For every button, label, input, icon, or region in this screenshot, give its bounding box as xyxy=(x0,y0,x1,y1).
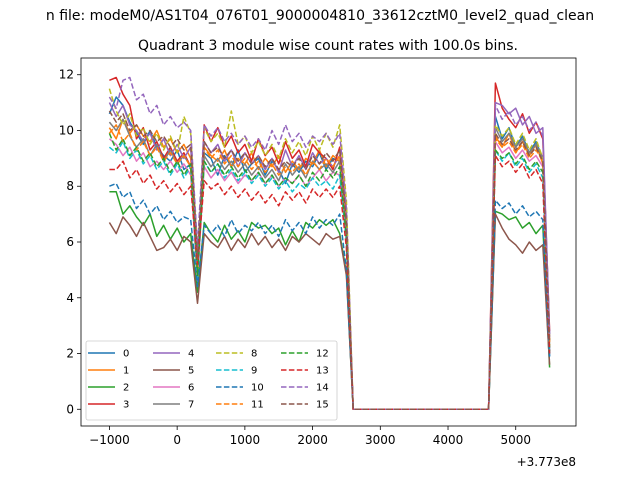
y-tick-label: 0 xyxy=(66,402,74,416)
y-tick-label: 10 xyxy=(59,123,74,137)
series-line-14 xyxy=(108,76,551,411)
series-line-3 xyxy=(109,76,551,411)
legend-label-7: 7 xyxy=(188,400,194,411)
x-tick-label: 5000 xyxy=(500,433,531,447)
x-axis-offset-label: +3.773e8 xyxy=(517,455,576,469)
legend-label-15: 15 xyxy=(316,400,329,411)
legend-label-11: 11 xyxy=(251,400,264,411)
y-tick-label: 8 xyxy=(66,179,74,193)
series-line-11 xyxy=(108,124,551,411)
series-line-12 xyxy=(108,133,551,411)
series-line-5 xyxy=(108,213,551,411)
legend-label-3: 3 xyxy=(123,400,129,411)
y-axis: 0 2 4 6 8 10 12 xyxy=(59,68,81,416)
series-line-8 xyxy=(108,88,551,411)
x-tick-label: −1000 xyxy=(89,433,130,447)
x-tick-label: 3000 xyxy=(365,433,396,447)
figure-suptitle: n file: modeM0/AS1T04_076T01_9000004810_… xyxy=(46,8,594,24)
legend-label-9: 9 xyxy=(251,366,257,377)
legend-label-4: 4 xyxy=(188,349,194,360)
series-line-2 xyxy=(109,191,551,411)
legend-label-6: 6 xyxy=(188,383,194,394)
legend-label-8: 8 xyxy=(251,349,257,360)
legend-label-0: 0 xyxy=(123,349,129,360)
x-axis: −1000 0 1000 2000 3000 4000 5000 xyxy=(89,426,531,447)
legend-label-13: 13 xyxy=(316,366,329,377)
series-layer xyxy=(108,76,551,411)
legend-label-12: 12 xyxy=(316,349,329,360)
series-line-15 xyxy=(108,110,551,411)
chart-title: Quadrant 3 module wise count rates with … xyxy=(138,38,518,54)
legend-box xyxy=(85,340,338,421)
legend-label-14: 14 xyxy=(316,383,329,394)
y-tick-label: 4 xyxy=(66,291,74,305)
series-line-13 xyxy=(109,154,551,411)
y-tick-label: 6 xyxy=(66,235,74,249)
series-line-10 xyxy=(109,182,551,411)
x-tick-label: 0 xyxy=(173,433,181,447)
legend-label-1: 1 xyxy=(123,366,129,377)
x-tick-label: 2000 xyxy=(297,433,328,447)
series-line-6 xyxy=(108,138,551,411)
y-tick-label: 12 xyxy=(59,68,74,82)
x-tick-label: 4000 xyxy=(433,433,464,447)
y-tick-label: 2 xyxy=(66,347,74,361)
legend-label-5: 5 xyxy=(188,366,194,377)
x-tick-label: 1000 xyxy=(230,433,261,447)
legend-label-2: 2 xyxy=(123,383,129,394)
legend-label-10: 10 xyxy=(251,383,264,394)
